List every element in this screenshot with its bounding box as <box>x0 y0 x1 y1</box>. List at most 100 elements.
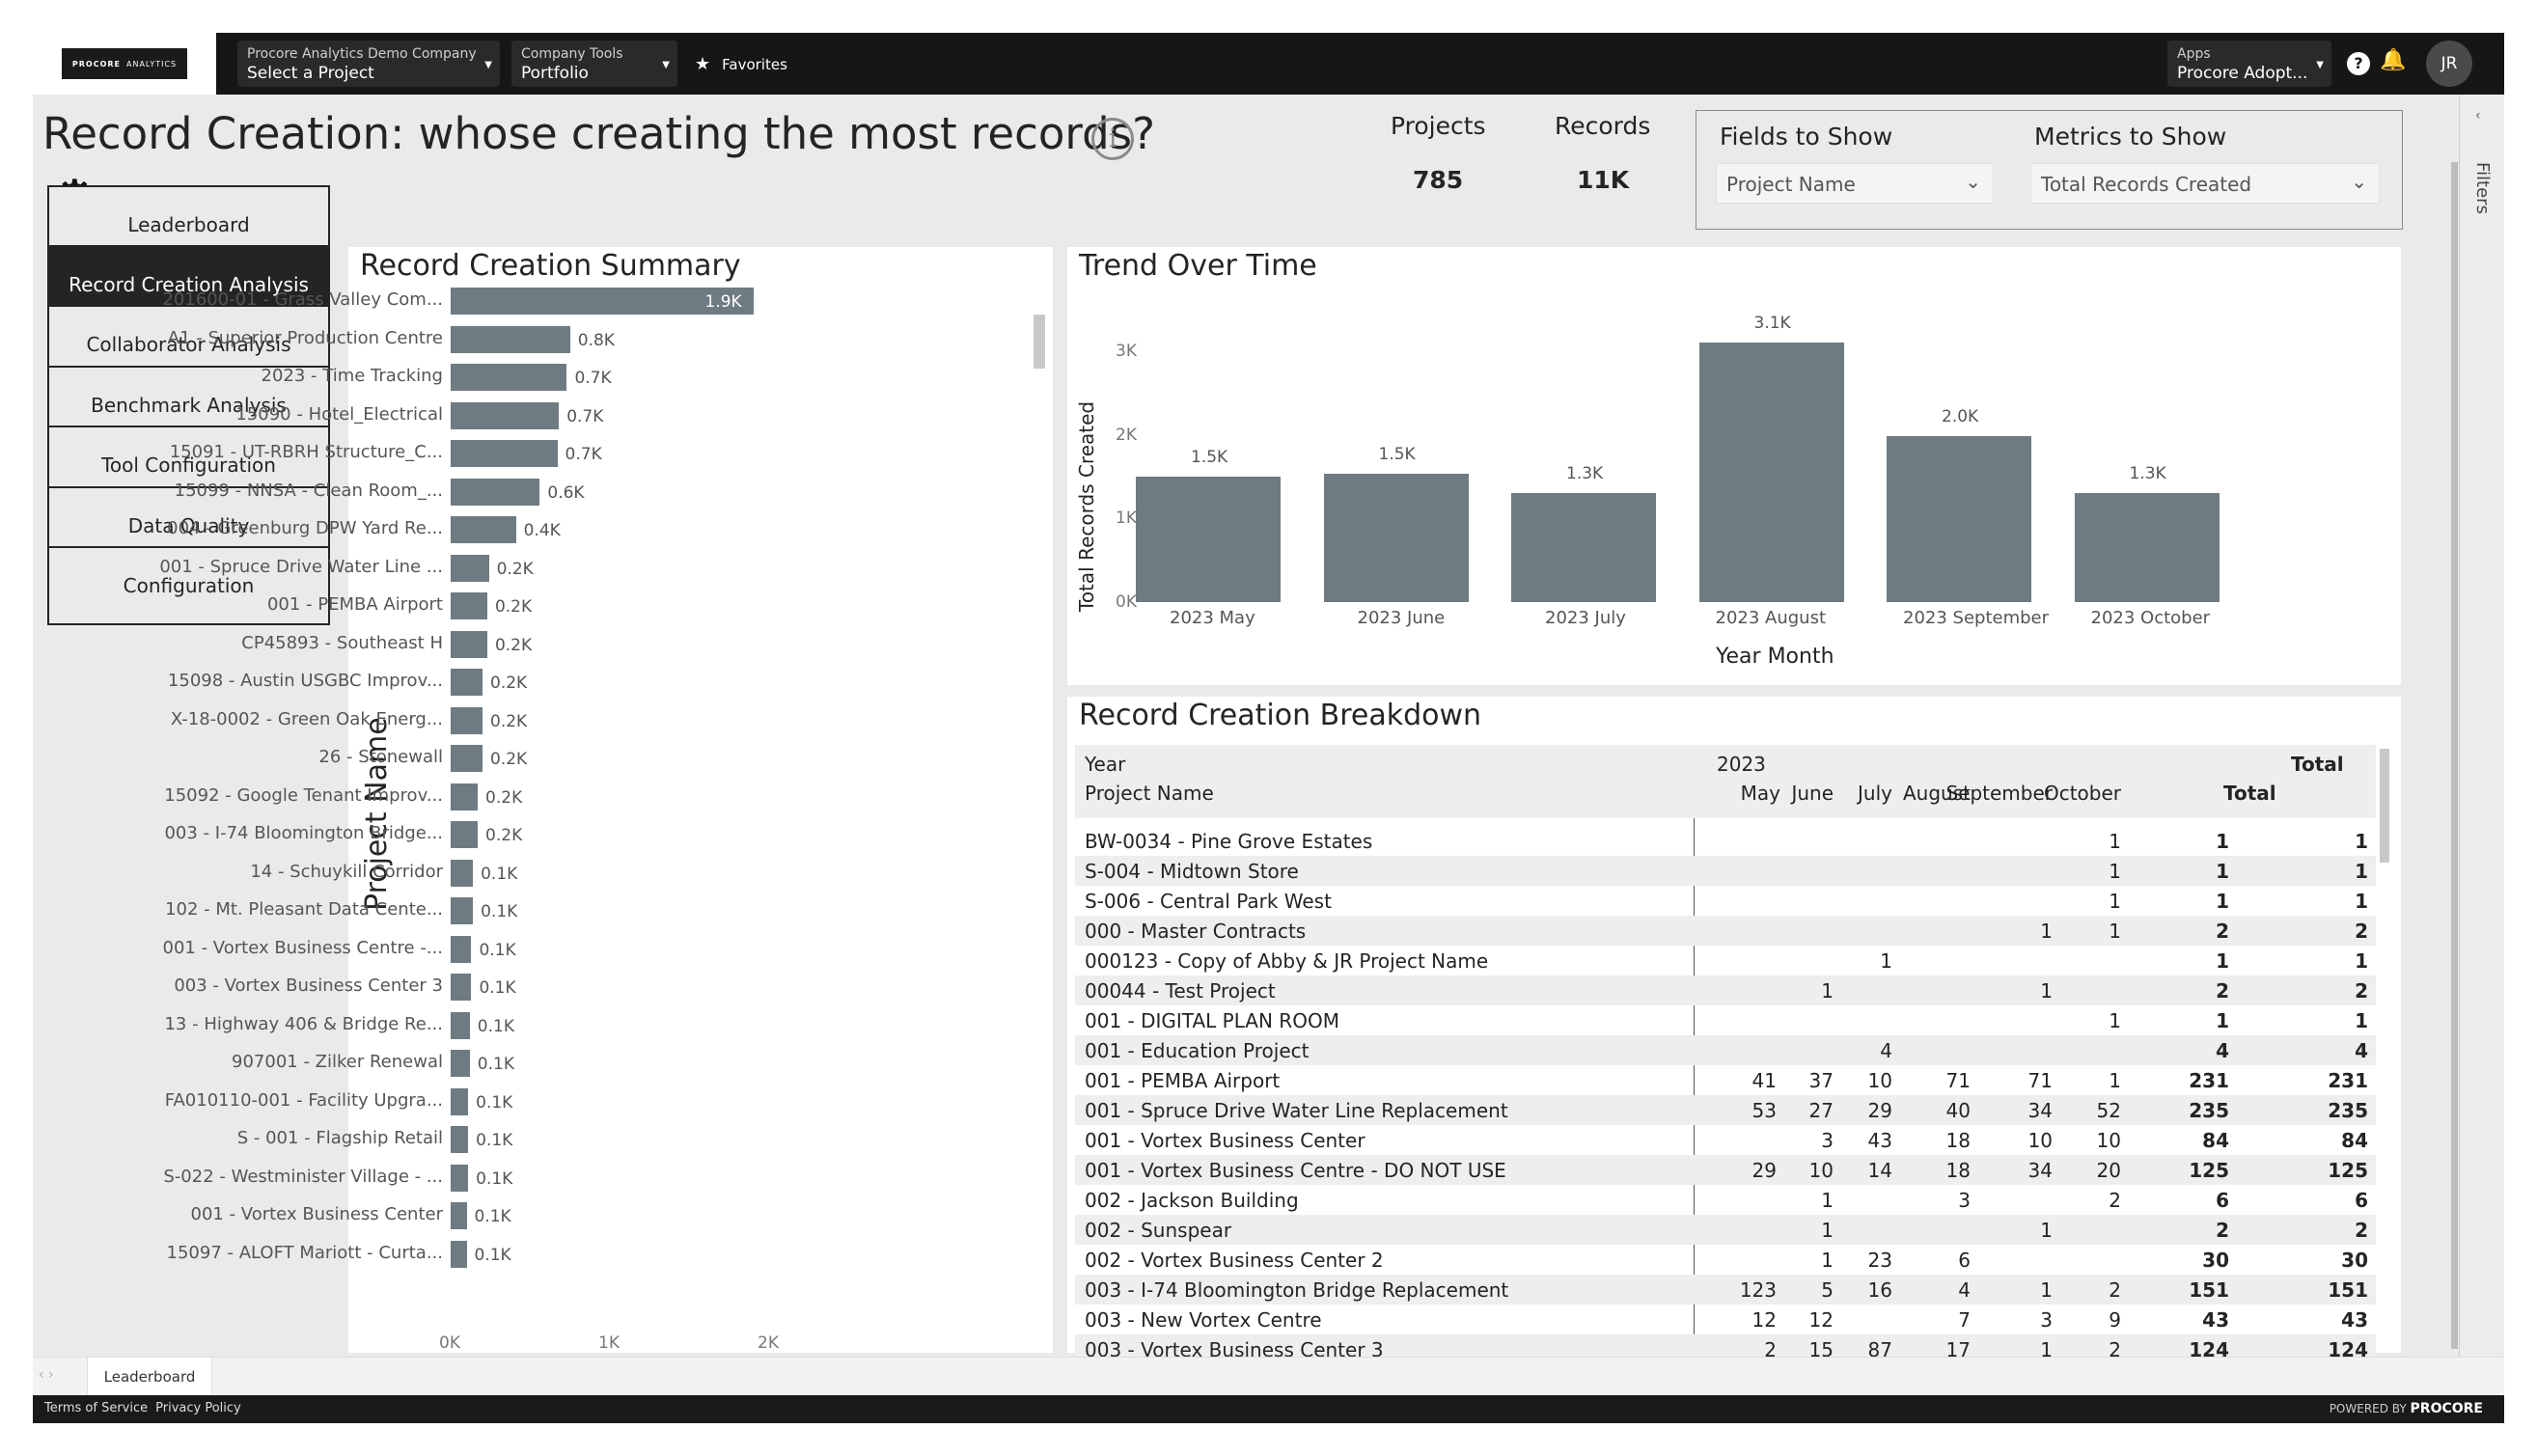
cell-total: 125 <box>2189 1159 2229 1182</box>
summary-bar-label: 004 - Greenburg DPW Yard Re... <box>167 518 443 538</box>
summary-bar[interactable] <box>451 745 483 772</box>
summary-bar[interactable] <box>451 1240 467 1268</box>
summary-bar-label: S-022 - Westminister Village - ... <box>163 1166 443 1187</box>
trend-x-tick: 2023 May <box>1170 608 1255 628</box>
summary-bar[interactable] <box>451 440 558 467</box>
collapse-icon[interactable]: ‹ <box>2475 108 2481 124</box>
summary-bar[interactable] <box>451 288 754 315</box>
page-scrollbar[interactable] <box>2451 162 2458 1349</box>
favorites-button[interactable]: ★ Favorites <box>695 54 787 74</box>
tab-leaderboard[interactable]: Leaderboard <box>87 1358 212 1396</box>
terms-link[interactable]: Terms of Service <box>44 1401 149 1415</box>
trend-bar[interactable] <box>1511 493 1656 602</box>
table-row[interactable]: 000 - Master Contracts 1 1 2 2 <box>1075 916 2376 946</box>
metrics-to-show-dropdown[interactable]: Total Records Created ⌄ <box>2030 163 2380 204</box>
summary-title: Record Creation Summary <box>360 249 741 283</box>
table-row[interactable]: 002 - Vortex Business Center 2 1 23 6 30 30 <box>1075 1245 2376 1275</box>
summary-data-label: 0.7K <box>574 369 612 388</box>
trend-bar[interactable] <box>1136 477 1281 602</box>
summary-bar[interactable] <box>451 1202 467 1229</box>
summary-data-label: 0.6K <box>547 482 585 503</box>
summary-bar[interactable] <box>451 1126 469 1153</box>
tools-selector[interactable]: Company Tools Portfolio ▼ <box>511 41 677 87</box>
table-row[interactable]: BW-0034 - Pine Grove Estates 1 1 1 <box>1075 826 2376 856</box>
procore-analytics-logo[interactable]: PROCORE ANALYTICS <box>62 48 187 79</box>
summary-bar[interactable] <box>451 592 487 619</box>
summary-bar[interactable] <box>451 325 570 353</box>
table-row[interactable]: 001 - Education Project 4 4 4 <box>1075 1035 2376 1065</box>
project-name-cell: 002 - Jackson Building <box>1085 1189 1299 1212</box>
cell-may: 123 <box>1739 1278 1777 1302</box>
summary-bar[interactable] <box>451 630 487 658</box>
table-row[interactable]: 001 - Spruce Drive Water Line Replacemen… <box>1075 1095 2376 1125</box>
summary-bar[interactable] <box>451 706 483 734</box>
cell-august: 6 <box>1958 1249 1971 1272</box>
table-row[interactable]: 001 - Vortex Business Center 3 43 18 10 10 84 8… <box>1075 1125 2376 1155</box>
table-row[interactable]: 002 - Jackson Building 1 3 2 6 6 <box>1075 1185 2376 1215</box>
filters-pane[interactable]: ‹ Filters <box>2459 95 2504 1357</box>
trend-data-label: 1.3K <box>1566 464 1604 484</box>
cell-grand-total: 2 <box>2355 979 2368 1003</box>
tab-nav-arrows[interactable]: ‹ › <box>39 1367 54 1383</box>
summary-bar[interactable] <box>451 1087 469 1115</box>
trend-bar[interactable] <box>1887 435 2031 602</box>
info-icon[interactable]: i <box>1091 118 1134 160</box>
table-row[interactable]: S-004 - Midtown Store 1 1 1 <box>1075 856 2376 886</box>
table-row[interactable]: 00044 - Test Project 1 1 2 2 <box>1075 975 2376 1005</box>
summary-bar-label: 15097 - ALOFT Mariott - Curta... <box>166 1242 443 1263</box>
cell-may: 53 <box>1751 1099 1777 1122</box>
summary-bar[interactable] <box>451 821 479 848</box>
help-icon[interactable]: ? <box>2347 52 2370 75</box>
summary-bar[interactable] <box>451 1011 470 1039</box>
privacy-link[interactable]: Privacy Policy <box>155 1401 241 1415</box>
cell-august: 40 <box>1945 1099 1971 1122</box>
cell-october: 1 <box>2109 1009 2121 1032</box>
header-year: Year <box>1085 753 1126 776</box>
apps-label: Apps <box>2177 46 2211 62</box>
summary-bar[interactable] <box>451 478 540 506</box>
table-row[interactable]: 001 - Vortex Business Centre - DO NOT US… <box>1075 1155 2376 1185</box>
trend-bar[interactable] <box>1698 343 1844 602</box>
summary-bar[interactable] <box>451 935 472 963</box>
summary-bar[interactable] <box>451 554 489 582</box>
table-row[interactable]: 001 - PEMBA Airport 41 37 10 71 71 1 231 231 <box>1075 1065 2376 1095</box>
bell-icon[interactable]: 🔔 <box>2380 48 2407 72</box>
summary-bar[interactable] <box>451 859 474 887</box>
summary-bar-label: 201600-01 - Grass Valley Com... <box>162 289 443 310</box>
cell-october: 1 <box>2109 890 2121 913</box>
cell-grand-total: 6 <box>2355 1189 2368 1212</box>
cell-october: 10 <box>2096 1129 2121 1152</box>
cell-total: 30 <box>2202 1249 2229 1272</box>
nav-data-quality-button[interactable]: Data Quality <box>47 486 330 565</box>
table-row[interactable]: 000123 - Copy of Abby & JR Project Name 1… <box>1075 946 2376 975</box>
table-row[interactable]: 002 - Sunspear 1 1 2 2 <box>1075 1215 2376 1245</box>
summary-bar[interactable] <box>451 783 479 810</box>
filters-label: Filters <box>2472 162 2493 214</box>
summary-bar[interactable] <box>451 364 567 391</box>
summary-bar[interactable] <box>451 897 474 924</box>
trend-bar[interactable] <box>1323 474 1469 602</box>
table-row[interactable]: 003 - New Vortex Centre 12 12 7 3 9 43 43 <box>1075 1305 2376 1334</box>
summary-bar[interactable] <box>451 516 516 543</box>
summary-bar[interactable] <box>451 401 560 429</box>
breakdown-scrollbar[interactable] <box>2380 749 2389 863</box>
summary-bar-label: 14 - Schuykill Corridor <box>250 861 443 882</box>
fields-to-show-dropdown[interactable]: Project Name ⌄ <box>1716 163 1994 204</box>
table-row[interactable]: S-006 - Central Park West 1 1 1 <box>1075 886 2376 916</box>
table-row[interactable]: 003 - I-74 Bloomington Bridge Replacemen… <box>1075 1275 2376 1305</box>
header-month-august: August <box>1903 782 1971 805</box>
summary-scrollbar[interactable] <box>1034 315 1045 369</box>
apps-selector[interactable]: Apps Procore Adopt... ▼ <box>2167 41 2331 87</box>
table-row[interactable]: 001 - DIGITAL PLAN ROOM 1 1 1 <box>1075 1005 2376 1035</box>
cell-total: 43 <box>2202 1308 2229 1332</box>
avatar[interactable]: JR <box>2426 41 2472 87</box>
summary-bar[interactable] <box>451 974 472 1001</box>
trend-bar[interactable] <box>2074 493 2220 602</box>
nav-configuration-button[interactable]: Configuration <box>47 546 330 625</box>
summary-bar[interactable] <box>451 1050 470 1077</box>
summary-bar[interactable] <box>451 1164 469 1192</box>
cell-july: 14 <box>1867 1159 1892 1182</box>
project-selector[interactable]: Procore Analytics Demo Company Select a … <box>237 41 500 87</box>
summary-bar[interactable] <box>451 669 483 696</box>
cell-total: 235 <box>2189 1099 2229 1122</box>
